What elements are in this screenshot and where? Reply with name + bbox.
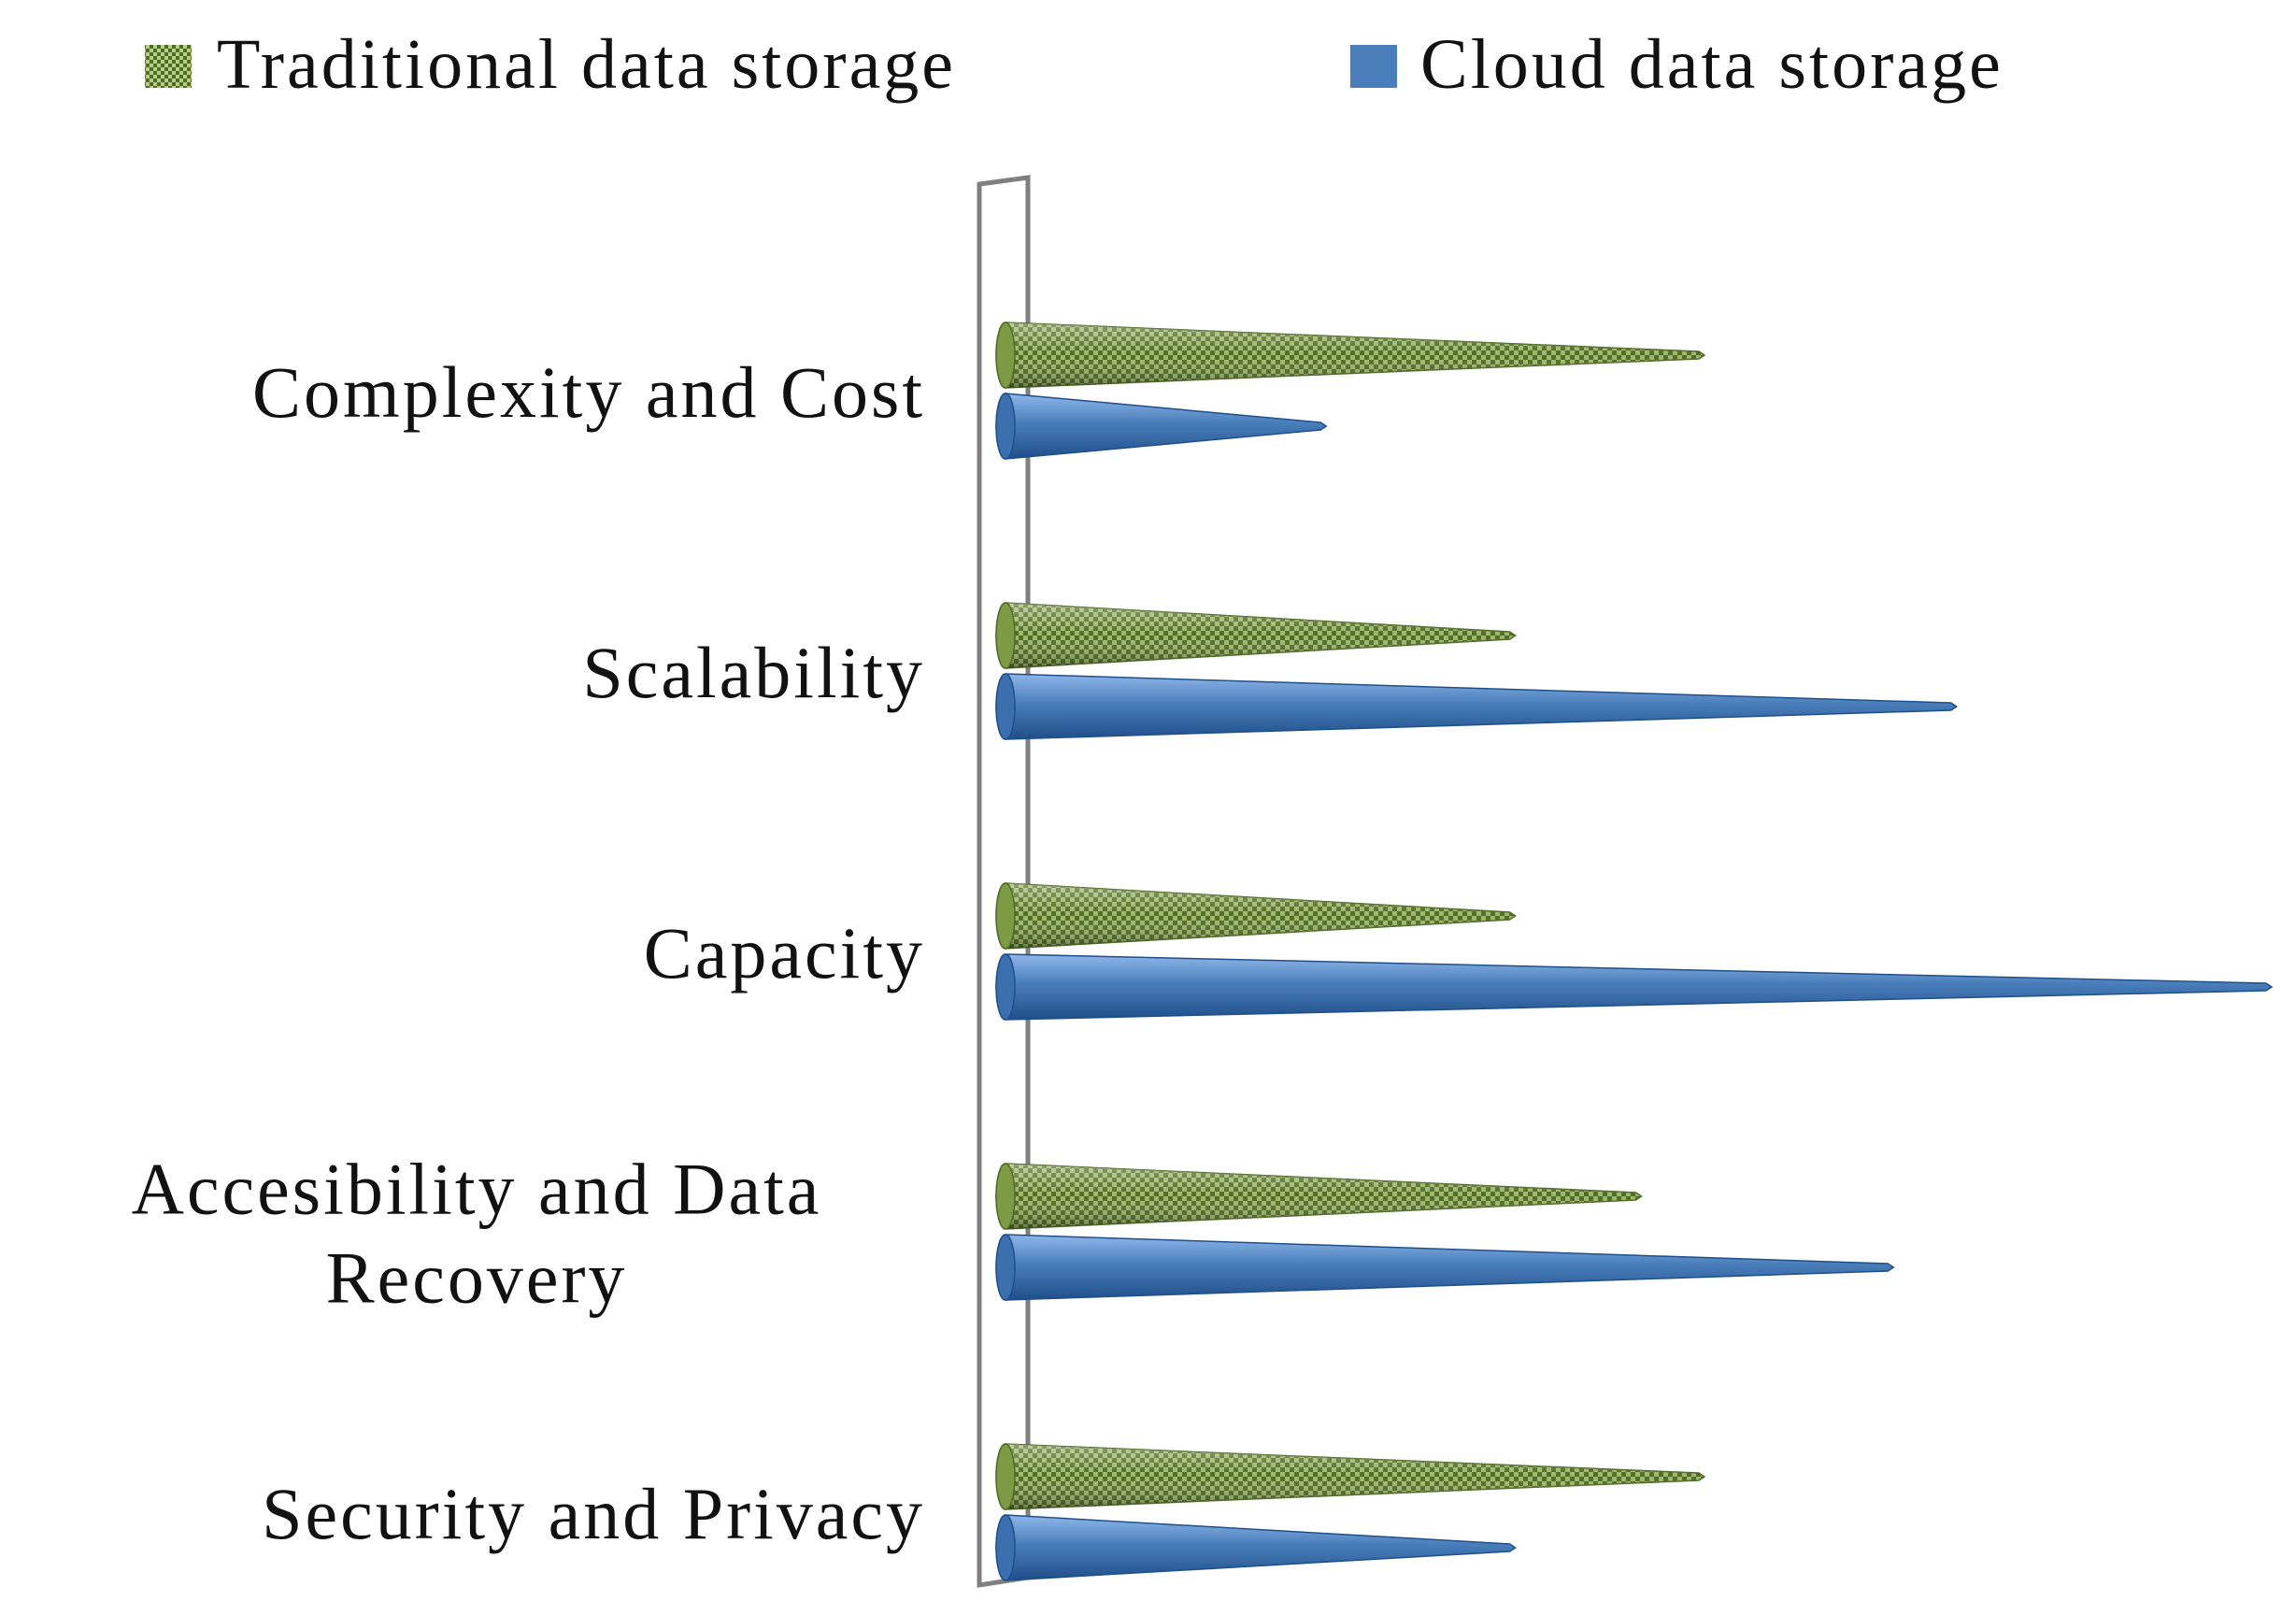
legend-label-traditional: Traditional data storage: [217, 25, 956, 104]
cone-base: [995, 953, 1016, 1021]
cone-base: [995, 882, 1016, 950]
legend: Traditional data storage Cloud data stor…: [145, 25, 2004, 104]
cone-base: [995, 673, 1016, 740]
category-label-line: Accesibility and Data: [132, 1149, 822, 1230]
category-label-capacity: Capacity: [644, 912, 925, 993]
bar-cloud-security-and-privacy: [995, 1514, 1517, 1581]
bar-traditional-complexity-and-cost: [995, 322, 1706, 389]
legend-label-cloud: Cloud data storage: [1420, 25, 2004, 104]
cone-shading: [996, 322, 1704, 388]
cone-base: [995, 1514, 1016, 1581]
bar-cloud-complexity-and-cost: [995, 393, 1328, 460]
bar-traditional-accesibility-and-data-recovery: [995, 1163, 1643, 1230]
category-label-accesibility-and-data-recovery: Accesibility and Data Recovery: [132, 1149, 822, 1319]
bar-traditional-capacity: [995, 882, 1517, 950]
cone-base: [995, 602, 1016, 669]
cone-shading: [996, 603, 1516, 668]
cone-base: [995, 1163, 1016, 1230]
category-label-line: Complexity and Cost: [252, 351, 925, 433]
category-label-security-and-privacy: Security and Privacy: [262, 1473, 925, 1554]
cone-body: [995, 673, 1959, 740]
cone-body: [995, 1234, 1895, 1301]
category-label-line: Capacity: [644, 912, 925, 993]
bar-cloud-accesibility-and-data-recovery: [995, 1234, 1895, 1301]
axis-wall-3d: [977, 175, 1031, 1588]
cone-body: [995, 1514, 1517, 1581]
cone-base: [995, 393, 1016, 460]
bar-traditional-security-and-privacy: [995, 1443, 1706, 1510]
cone-shading: [996, 1164, 1642, 1229]
bar-cloud-scalability: [995, 673, 1959, 740]
legend-swatch-traditional: [145, 45, 192, 88]
cone-base: [995, 1443, 1016, 1510]
cone-base: [995, 1234, 1016, 1301]
category-label-scalability: Scalability: [582, 632, 925, 713]
value-axis-wall: [977, 175, 1031, 1588]
cone-body: [995, 953, 2274, 1021]
category-labels: Complexity and Cost Scalability Capacity Ac…: [132, 351, 925, 1554]
category-label-line: Security and Privacy: [262, 1473, 925, 1554]
legend-swatch-cloud: [1350, 45, 1397, 88]
bar-traditional-scalability: [995, 602, 1517, 669]
category-label-complexity-and-cost: Complexity and Cost: [252, 351, 925, 433]
cone-body: [995, 393, 1328, 460]
cone-shading: [996, 1444, 1704, 1509]
cone-base: [995, 322, 1016, 389]
bar-cloud-capacity: [995, 953, 2274, 1021]
cone-shading: [996, 883, 1516, 949]
bars: [995, 322, 2274, 1581]
category-label-line: Recovery: [326, 1237, 628, 1319]
category-label-line: Scalability: [582, 632, 925, 713]
